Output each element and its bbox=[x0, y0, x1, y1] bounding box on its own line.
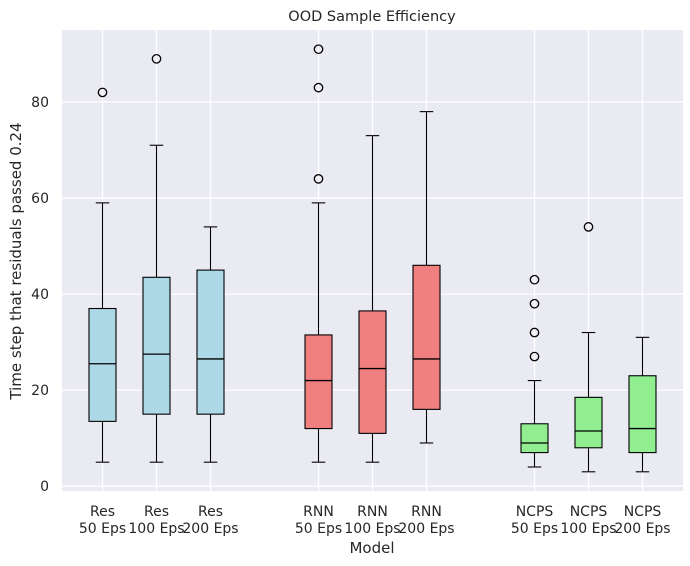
outlier-point bbox=[529, 274, 540, 285]
outlier-point bbox=[529, 351, 540, 362]
chart-title: OOD Sample Efficiency bbox=[288, 9, 456, 25]
box-iqr bbox=[196, 269, 225, 415]
x-tick-label: RNN bbox=[357, 504, 388, 520]
boxes bbox=[88, 44, 657, 473]
box-plot-item bbox=[358, 135, 387, 463]
outlier-point bbox=[529, 298, 540, 309]
box-iqr bbox=[142, 276, 171, 415]
box-plot-item bbox=[520, 274, 549, 468]
x-tick-label: 50 Eps bbox=[295, 521, 342, 537]
box-plot-item bbox=[142, 53, 171, 463]
box-iqr bbox=[574, 396, 603, 449]
x-tick-label: Res bbox=[90, 504, 115, 520]
x-tick-label: 50 Eps bbox=[79, 521, 126, 537]
x-tick-label: Res bbox=[198, 504, 223, 520]
x-tick-label: 200 Eps bbox=[182, 521, 238, 537]
x-tick-label: RNN bbox=[303, 504, 334, 520]
x-axis-label: Model bbox=[349, 539, 394, 557]
box-plot-item bbox=[196, 226, 225, 463]
box-plot-item bbox=[304, 44, 333, 463]
box-iqr bbox=[358, 310, 387, 434]
box-iqr bbox=[412, 264, 441, 410]
y-tick-label: 40 bbox=[31, 287, 49, 303]
box-iqr bbox=[628, 375, 657, 454]
outlier-point bbox=[97, 87, 108, 98]
box-iqr bbox=[520, 423, 549, 454]
outlier-point bbox=[583, 222, 594, 232]
y-tick-label: 20 bbox=[31, 383, 49, 399]
x-tick-label: 100 Eps bbox=[344, 521, 400, 537]
y-axis-label: Time step that residuals passed 0.24 bbox=[7, 122, 25, 400]
box-plot-item bbox=[628, 336, 657, 473]
x-tick-label: NCPS bbox=[516, 504, 554, 520]
outlier-point bbox=[313, 82, 324, 93]
x-tick-label: 100 Eps bbox=[560, 521, 616, 537]
x-tick-label: RNN bbox=[411, 504, 442, 520]
y-tick-label: 60 bbox=[31, 191, 49, 207]
y-tick-label: 0 bbox=[40, 479, 49, 495]
box-iqr bbox=[88, 307, 117, 422]
x-tick-label: NCPS bbox=[624, 504, 662, 520]
box-plot-item bbox=[412, 111, 441, 444]
outlier-point bbox=[313, 44, 324, 55]
box-iqr bbox=[304, 334, 333, 430]
x-tick-label: NCPS bbox=[570, 504, 608, 520]
box-plot-item bbox=[574, 222, 603, 473]
x-tick-label: 50 Eps bbox=[511, 521, 558, 537]
x-tick-label: Res bbox=[144, 504, 169, 520]
x-tick-label: 100 Eps bbox=[128, 521, 184, 537]
x-tick-label: 200 Eps bbox=[614, 521, 670, 537]
outlier-point bbox=[529, 327, 540, 338]
outlier-point bbox=[151, 53, 162, 64]
outlier-point bbox=[313, 174, 324, 184]
y-tick-label: 80 bbox=[31, 95, 49, 111]
x-tick-label: 200 Eps bbox=[398, 521, 454, 537]
box-plot-item bbox=[88, 87, 117, 463]
